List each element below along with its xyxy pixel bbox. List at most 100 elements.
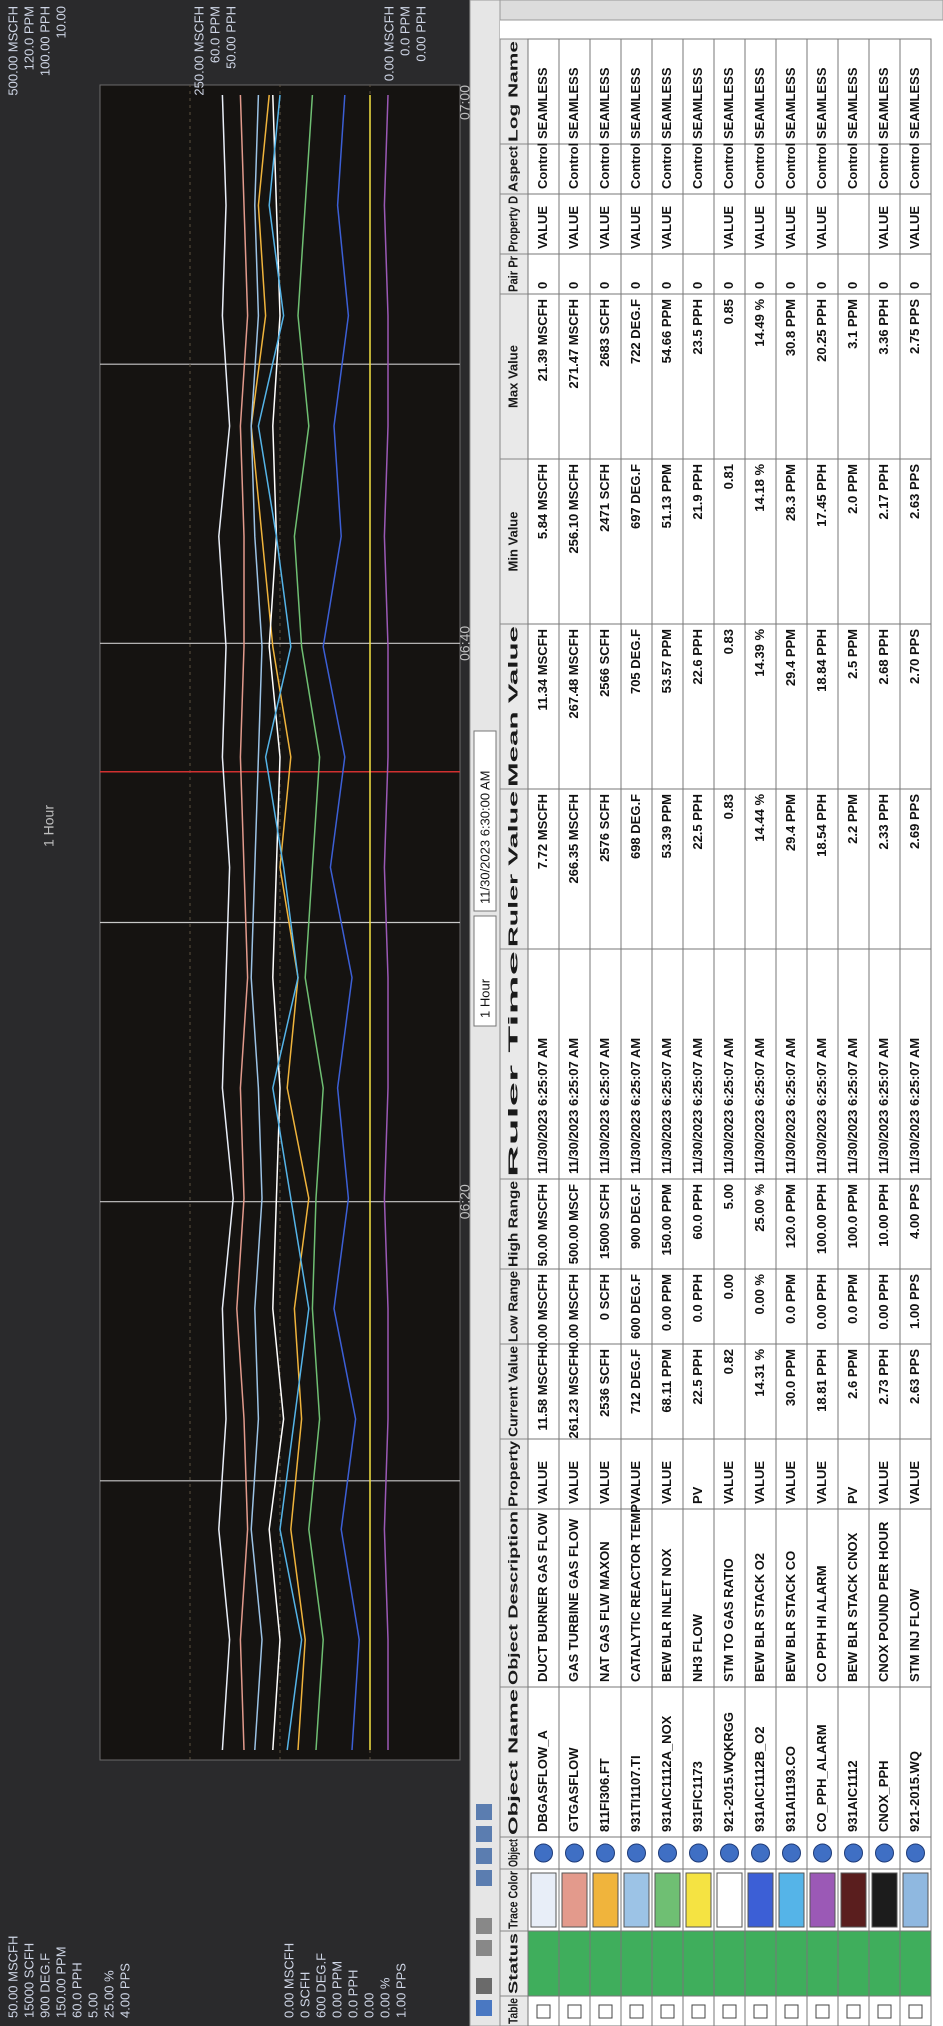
cell-text: SEAMLESS xyxy=(783,67,798,139)
row-checkbox[interactable] xyxy=(568,2005,581,2018)
cell-text: VALUE xyxy=(814,206,829,249)
cell-text: 14.31 % xyxy=(752,1349,767,1397)
cell-text: 0 xyxy=(814,282,829,289)
cell-text: SEAMLESS xyxy=(535,67,550,139)
cell-text: Control xyxy=(597,143,612,189)
cell-text: 11/30/2023 6:25:07 AM xyxy=(535,1038,550,1174)
row-checkbox[interactable] xyxy=(785,2005,798,2018)
table-cell xyxy=(869,1931,900,1996)
cell-text: VALUE xyxy=(907,206,922,249)
table-cell xyxy=(683,194,714,254)
cell-text: 921-2015.WQKRGG xyxy=(721,1712,736,1832)
scale-label: 5.00 xyxy=(85,1993,100,2018)
cell-text: 2576 SCFH xyxy=(597,794,612,862)
table-cell xyxy=(559,1931,590,1996)
object-icon xyxy=(566,1844,584,1862)
cell-text: SEAMLESS xyxy=(876,67,891,139)
icon[interactable] xyxy=(476,1848,492,1864)
scale-label: 0.00 xyxy=(361,1993,376,2018)
cell-text: 0 xyxy=(566,282,581,289)
row-checkbox[interactable] xyxy=(754,2005,767,2018)
trace-color xyxy=(593,1873,618,1927)
row-checkbox[interactable] xyxy=(599,2005,612,2018)
cell-text: 11/30/2023 6:25:07 AM xyxy=(690,1038,705,1174)
cell-text: SEAMLESS xyxy=(721,67,736,139)
row-checkbox[interactable] xyxy=(661,2005,674,2018)
cell-text: 7.72 MSCFH xyxy=(535,794,550,869)
cell-text: 0.83 xyxy=(721,629,736,654)
cell-text: VALUE xyxy=(814,1461,829,1504)
cell-text: Control xyxy=(783,143,798,189)
cell-text: BEW BLR STACK CO xyxy=(783,1551,798,1682)
cell-text: 2.75 PPS xyxy=(907,299,922,354)
cell-text: 11/30/2023 6:25:07 AM xyxy=(876,1038,891,1174)
icon[interactable] xyxy=(476,1918,492,1934)
cell-text: CATALYTIC REACTOR TEMP xyxy=(628,1504,643,1682)
cell-text: 0.81 xyxy=(721,464,736,489)
scale-label: 10.00 xyxy=(53,6,68,39)
icon[interactable] xyxy=(476,1826,492,1842)
trace-color xyxy=(841,1873,866,1927)
row-checkbox[interactable] xyxy=(723,2005,736,2018)
cell-text: VALUE xyxy=(783,206,798,249)
cell-text: BEW BLR STACK O2 xyxy=(752,1553,767,1682)
cell-text: 931AI1193.CO xyxy=(783,1746,798,1832)
scale-label: 25.00 % xyxy=(101,1970,116,2018)
cell-text: 0 xyxy=(597,282,612,289)
icon[interactable] xyxy=(476,1940,492,1956)
row-checkbox[interactable] xyxy=(909,2005,922,2018)
cell-text: 11/30/2023 6:25:07 AM xyxy=(721,1038,736,1174)
scale-label: 150.00 PPM xyxy=(53,1946,68,2018)
row-checkbox[interactable] xyxy=(537,2005,550,2018)
cell-text: 900 DEG.F xyxy=(628,1184,643,1249)
cell-text: SEAMLESS xyxy=(814,67,829,139)
cell-text: CNOX_PPH xyxy=(876,1760,891,1832)
icon[interactable] xyxy=(476,1870,492,1886)
scale-label: 0 SCFH xyxy=(297,1972,312,2018)
object-icon xyxy=(783,1844,801,1862)
row-checkbox[interactable] xyxy=(878,2005,891,2018)
scrollbar[interactable] xyxy=(500,0,943,20)
row-checkbox[interactable] xyxy=(692,2005,705,2018)
object-icon xyxy=(721,1844,739,1862)
object-icon xyxy=(845,1844,863,1862)
cell-text: VALUE xyxy=(721,1461,736,1504)
icon[interactable] xyxy=(476,1804,492,1820)
screen: 1 Hour 1 Hour 11/30/2023 6:30:00 AM 06:2… xyxy=(0,0,943,2026)
table-cell xyxy=(652,1931,683,1996)
object-icon xyxy=(907,1844,925,1862)
cell-text: 60.0 PPH xyxy=(690,1184,705,1240)
column-header: Table xyxy=(505,1998,520,2024)
scale-label: 0.00 MSCFH xyxy=(381,6,396,81)
cell-text: BEW BLR STACK CNOX xyxy=(845,1532,860,1682)
cell-text: 23.5 PPH xyxy=(690,299,705,355)
scale-label: 50.00 MSCFH xyxy=(5,1936,20,2018)
cell-text: 931AIC1112 xyxy=(845,1760,860,1832)
cell-text: 2.70 PPS xyxy=(907,629,922,684)
row-checkbox[interactable] xyxy=(847,2005,860,2018)
column-header: Trace Color xyxy=(505,1871,520,1929)
cell-text: 3.36 PPH xyxy=(876,299,891,355)
trace-color xyxy=(903,1873,928,1927)
row-checkbox[interactable] xyxy=(816,2005,829,2018)
cell-text: 2.69 PPS xyxy=(907,794,922,849)
object-icon xyxy=(876,1844,894,1862)
cell-text: VALUE xyxy=(597,1461,612,1504)
icon[interactable] xyxy=(476,2000,492,2016)
cell-text: 68.11 PPM xyxy=(659,1349,674,1413)
cell-text: VALUE xyxy=(907,1461,922,1504)
table-cell xyxy=(745,1931,776,1996)
row-checkbox[interactable] xyxy=(630,2005,643,2018)
cell-text: 14.49 % xyxy=(752,299,767,347)
cell-text: 150.00 PPM xyxy=(659,1184,674,1256)
cell-text: 11.58 MSCFH xyxy=(535,1349,550,1431)
cell-text: 0.0 PPH xyxy=(690,1274,705,1322)
column-header: Low Range xyxy=(505,1271,520,1342)
cell-text: STM TO GAS RATIO xyxy=(721,1558,736,1682)
scale-label: 500.00 MSCFH xyxy=(5,6,20,96)
cell-text: 0.00 PPH xyxy=(876,1274,891,1330)
cell-text: Control xyxy=(535,143,550,189)
cell-text: 1.00 PPS xyxy=(907,1274,922,1329)
icon[interactable] xyxy=(476,1978,492,1994)
cell-text: VALUE xyxy=(566,1461,581,1504)
